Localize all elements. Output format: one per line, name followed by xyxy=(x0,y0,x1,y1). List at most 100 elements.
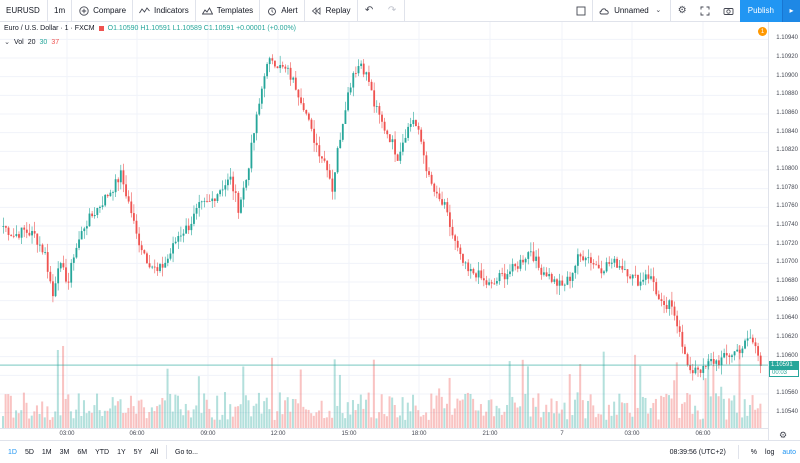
publish-button[interactable]: Publish xyxy=(739,0,782,22)
candle-body xyxy=(527,252,530,259)
layout-name-button[interactable]: Unnamed ⌄ xyxy=(593,0,671,22)
fullscreen-layout-button[interactable] xyxy=(569,0,594,22)
candle-body xyxy=(279,65,282,69)
range-button-1d[interactable]: 1D xyxy=(8,448,17,456)
candle xyxy=(514,262,517,271)
candle-body xyxy=(553,279,556,282)
candle xyxy=(307,112,310,122)
candle-body xyxy=(590,257,592,264)
range-button-5y[interactable]: 5Y xyxy=(133,448,143,456)
volume-bar xyxy=(299,369,302,428)
candle-body xyxy=(621,265,624,270)
templates-button[interactable]: Templates xyxy=(196,0,261,22)
volume-bar xyxy=(25,402,28,428)
fullscreen-button[interactable] xyxy=(694,0,717,22)
volume-bar xyxy=(605,419,608,428)
candle xyxy=(475,272,477,282)
time-axis[interactable]: 03:00 06:00 09:00 12:00 15:00 18:00 21:00 7 03:0… xyxy=(0,428,768,440)
volume-bar xyxy=(649,408,652,428)
volume-bar xyxy=(46,406,49,428)
volume-bar xyxy=(169,393,172,428)
price-axis[interactable]: 1.10940 1.10920 1.10900 1.10880 1.10860 1.108… xyxy=(768,22,800,440)
collapse-chevron-icon[interactable]: ⌄ xyxy=(4,39,10,46)
chevron-down-icon: ⌄ xyxy=(655,7,662,14)
candle xyxy=(430,171,433,186)
snapshot-button[interactable] xyxy=(717,0,740,22)
clock-display[interactable]: 08:39:56 (UTC+2) xyxy=(669,448,726,456)
volume-bar xyxy=(318,410,321,428)
candle xyxy=(433,182,436,197)
candle-body xyxy=(608,262,611,264)
candle-body xyxy=(119,170,122,183)
price-chart[interactable] xyxy=(0,22,768,428)
compare-button[interactable]: Compare xyxy=(72,0,134,22)
volume-bar xyxy=(654,398,657,428)
candle xyxy=(501,267,504,277)
candle-body xyxy=(558,280,561,286)
volume-bar xyxy=(328,410,331,428)
time-axis-label: 06:00 xyxy=(129,431,145,437)
candle xyxy=(33,221,36,238)
auto-toggle[interactable]: auto xyxy=(782,448,796,456)
candle-body xyxy=(300,97,302,104)
volume-bar xyxy=(485,411,488,428)
range-button-5d[interactable]: 5D xyxy=(24,448,34,456)
volume-bar xyxy=(281,414,284,428)
settings-button[interactable]: ⚙ xyxy=(671,0,694,22)
indicators-button[interactable]: Indicators xyxy=(133,0,196,22)
symbol-search-button[interactable]: EURUSD xyxy=(0,0,48,22)
candle-body xyxy=(715,360,718,364)
candle-body xyxy=(519,259,522,269)
vol-label: Vol xyxy=(14,39,24,46)
candle-body xyxy=(676,315,679,327)
candle xyxy=(509,264,511,277)
candle xyxy=(331,169,334,200)
volume-bar xyxy=(216,395,219,428)
candle xyxy=(707,354,710,370)
candle xyxy=(200,200,203,210)
candle xyxy=(626,268,629,284)
interval-button[interactable]: 1m xyxy=(48,0,73,22)
volume-bar xyxy=(404,419,407,428)
candle xyxy=(493,278,496,285)
percent-toggle[interactable]: % xyxy=(750,448,758,456)
log-toggle[interactable]: log xyxy=(765,448,775,456)
candle xyxy=(660,292,663,307)
volume-bar xyxy=(696,410,699,428)
chart-settings-gear-icon[interactable]: ⚙ xyxy=(779,430,788,440)
range-button-ytd[interactable]: YTD xyxy=(95,448,110,456)
range-button-6m[interactable]: 6M xyxy=(77,448,88,456)
alert-button[interactable]: Alert xyxy=(260,0,305,22)
candle xyxy=(467,259,470,277)
candle-body xyxy=(488,282,490,285)
redo-button[interactable]: ↷ xyxy=(381,0,405,22)
volume-bar xyxy=(547,412,550,428)
candle xyxy=(213,198,216,207)
replay-button[interactable]: Replay xyxy=(305,0,358,22)
candle xyxy=(417,122,420,135)
volume-bar xyxy=(613,401,616,428)
candle xyxy=(352,71,355,97)
undo-button[interactable]: ↶ xyxy=(358,0,381,22)
goto-button[interactable]: Go to... xyxy=(175,448,198,456)
volume-bar xyxy=(145,418,148,428)
candle xyxy=(631,274,634,286)
current-price-tag: 1.10591 xyxy=(769,361,799,370)
candle-body xyxy=(234,191,237,193)
candle xyxy=(174,237,177,245)
volume-bar xyxy=(644,397,647,428)
alert-badge[interactable]: 1 xyxy=(758,27,767,36)
candle xyxy=(279,55,282,73)
candle xyxy=(446,197,449,217)
volume-bar xyxy=(255,403,258,428)
range-button-1m[interactable]: 1M xyxy=(41,448,52,456)
volume-bar xyxy=(200,413,203,428)
range-button-all[interactable]: All xyxy=(150,448,159,456)
candle xyxy=(579,252,582,263)
publish-dropdown-button[interactable]: ▸ xyxy=(782,0,800,22)
candle-body xyxy=(639,281,642,286)
candle xyxy=(125,175,127,199)
volume-bar xyxy=(453,408,456,428)
range-button-1y[interactable]: 1Y xyxy=(117,448,126,456)
range-button-3m[interactable]: 3M xyxy=(59,448,70,456)
